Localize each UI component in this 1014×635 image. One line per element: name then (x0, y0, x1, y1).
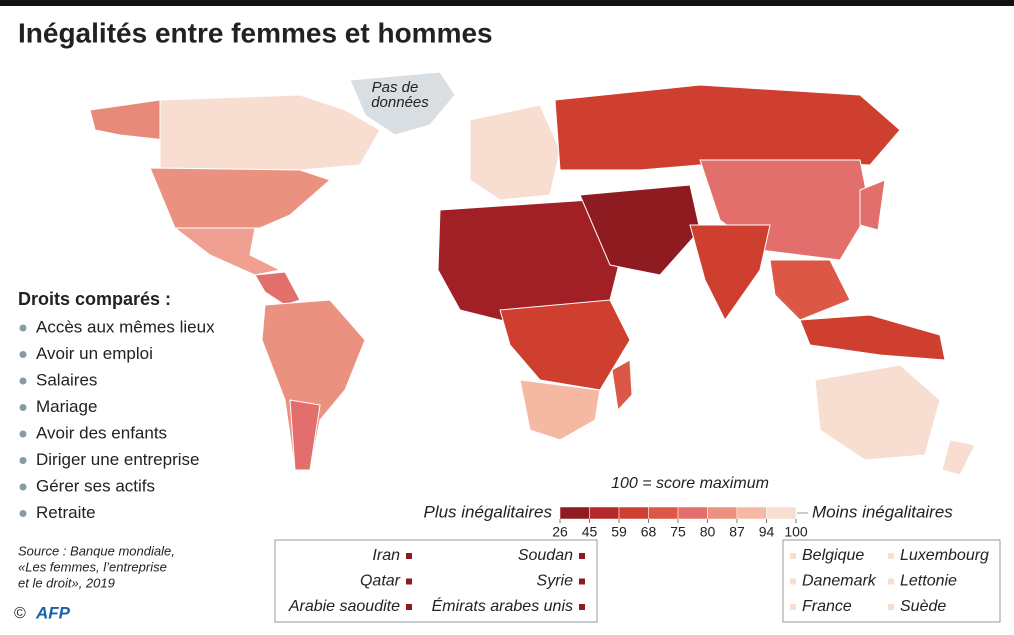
scale-segment (648, 506, 679, 520)
scale-segment (589, 506, 620, 520)
lowest-box (274, 539, 598, 623)
highest-country: Lettonie (900, 573, 957, 590)
australia (814, 364, 941, 461)
new-zealand (941, 439, 976, 476)
no-data-label: Pas de (372, 79, 419, 96)
lowest-country: Arabie saoudite (288, 598, 400, 615)
middle-east (579, 184, 701, 276)
russia (554, 84, 901, 171)
bullet (19, 377, 27, 385)
lowest-country: Qatar (360, 573, 401, 590)
highest-marker (790, 604, 796, 610)
europe (469, 104, 561, 201)
scale-tick-label: 100 (784, 524, 808, 540)
south-america (261, 299, 366, 471)
lowest-marker (579, 604, 585, 610)
bullet (19, 324, 27, 332)
lowest-marker (406, 578, 412, 585)
rights-item: Retraite (36, 503, 96, 522)
central-africa (499, 299, 631, 391)
scale-note: 100 = score maximum (611, 475, 769, 492)
rights-item: Avoir des enfants (36, 423, 167, 442)
lowest-country: Émirats arabes unis (432, 596, 573, 615)
bullet (19, 404, 27, 411)
bullet (19, 483, 27, 491)
madagascar (611, 359, 633, 412)
lowest-country: Syrie (537, 573, 574, 590)
lowest-marker (406, 553, 412, 559)
bullet (19, 510, 27, 517)
scale-tick-label: 94 (759, 524, 775, 540)
scale-segment (707, 506, 738, 520)
highest-country: France (802, 598, 852, 615)
scale-high-label: Moins inégalitaires (812, 502, 953, 521)
lowest-country: Soudan (518, 547, 573, 564)
canada (159, 94, 381, 171)
highest-marker (888, 553, 894, 559)
indonesia (799, 314, 946, 361)
india (689, 224, 771, 321)
rights-item: Salaires (36, 370, 97, 389)
world-map (89, 71, 976, 476)
scale-segment (559, 506, 590, 520)
no-data-label: données (371, 94, 429, 111)
highest-marker (888, 578, 894, 585)
source-line: «Les femmes, l’entreprise (18, 559, 167, 574)
scale-tick-label: 45 (582, 524, 598, 540)
south-africa (519, 379, 601, 441)
greenland (349, 71, 456, 136)
highest-box (782, 539, 1001, 623)
highest-marker (888, 604, 894, 610)
rights-item: Diriger une entreprise (36, 450, 199, 469)
scale-segment (618, 506, 649, 520)
scale-segment (677, 506, 708, 520)
lowest-country: Iran (372, 547, 400, 564)
scale-segment (736, 506, 767, 520)
rights-item: Gérer ses actifs (36, 476, 155, 495)
highest-country: Suède (900, 598, 946, 615)
highest-country: Luxembourg (900, 547, 989, 564)
source-line: Source : Banque mondiale, (18, 543, 175, 558)
credit-symbol: © (14, 605, 26, 622)
scale-tick-label: 80 (700, 524, 716, 540)
bullet (19, 351, 27, 358)
highest-marker (790, 553, 796, 559)
rights-item: Avoir un emploi (36, 344, 153, 363)
japan (859, 179, 886, 231)
title: Inégalités entre femmes et hommes (18, 17, 493, 48)
scale-tick-label: 75 (670, 524, 686, 540)
argentina (289, 399, 321, 471)
rights-item: Accès aux mêmes lieux (36, 317, 215, 336)
alaska (89, 99, 166, 141)
lowest-marker (579, 578, 585, 585)
scale-tick-label: 87 (729, 524, 745, 540)
rights-item: Mariage (36, 397, 97, 416)
highest-marker (790, 578, 796, 585)
mexico (173, 227, 282, 276)
highest-country: Belgique (802, 547, 864, 564)
top-bar (0, 0, 1014, 6)
highest-country: Danemark (802, 573, 877, 590)
scale-low-label: Plus inégalitaires (423, 502, 552, 521)
source-line: et le droit», 2019 (18, 575, 115, 590)
credit-agency: AFP (35, 603, 71, 622)
lowest-marker (579, 553, 585, 559)
lowest-marker (406, 604, 412, 610)
southeast-asia (769, 259, 851, 321)
rights-heading: Droits comparés : (18, 289, 171, 309)
scale-tick-label: 59 (611, 524, 627, 540)
central-america (254, 271, 301, 306)
scale-segment (766, 506, 797, 520)
scale-tick-label: 68 (641, 524, 657, 540)
scale-tick-label: 26 (552, 524, 568, 540)
bullet (19, 430, 27, 438)
usa (149, 167, 331, 229)
bullet (19, 457, 27, 464)
